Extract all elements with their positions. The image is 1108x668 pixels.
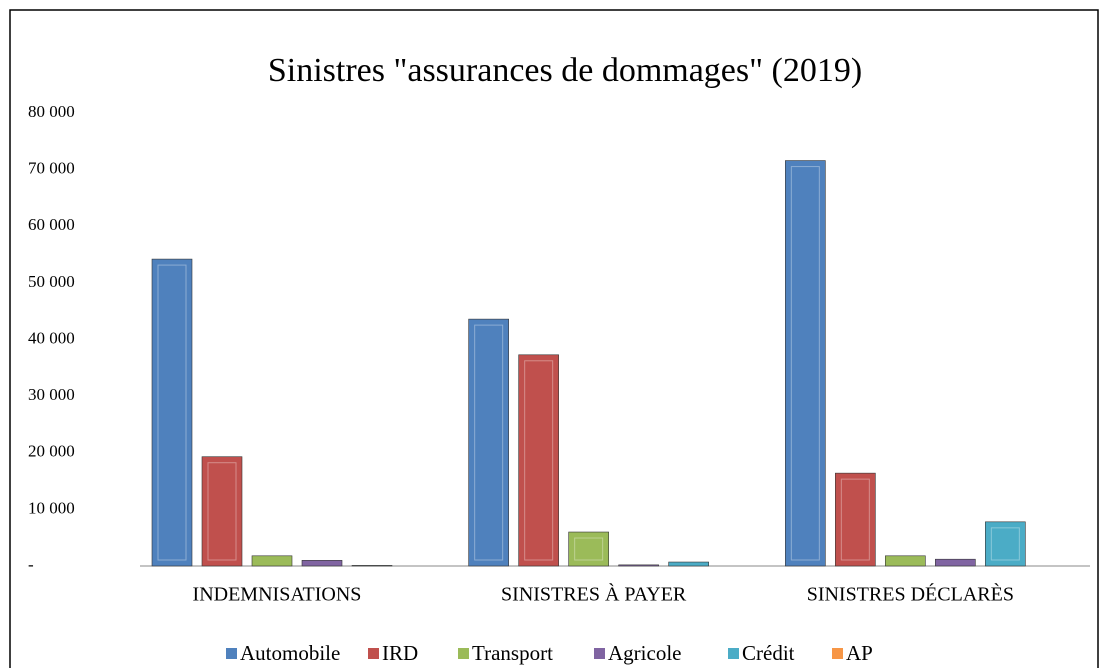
y-tick-label: 20 000: [28, 442, 75, 461]
bar: [351, 565, 393, 567]
bar: [151, 258, 193, 567]
x-tick-label: SINISTRES À PAYER: [501, 583, 687, 606]
legend-label: Crédit: [742, 641, 795, 665]
y-tick-label: 60 000: [28, 215, 75, 234]
bar: [935, 558, 976, 567]
bar: [985, 521, 1026, 567]
legend-swatch: [458, 648, 469, 659]
y-tick-label: 30 000: [28, 385, 75, 404]
legend-swatch: [594, 648, 605, 659]
bar: [618, 564, 659, 567]
bar: [568, 531, 609, 567]
legend-swatch: [728, 648, 739, 659]
x-tick-label: SINISTRES DÉCLARÈS: [807, 583, 1014, 606]
bar: [251, 555, 293, 567]
legend-label: Agricole: [608, 641, 681, 665]
y-tick-label: 40 000: [28, 328, 75, 347]
legend-label: AP: [846, 641, 873, 665]
legend-swatch: [226, 648, 237, 659]
legend-swatch: [832, 648, 843, 659]
legend-label: Transport: [472, 641, 553, 665]
legend-swatch: [368, 648, 379, 659]
legend-label: Automobile: [240, 641, 340, 665]
y-tick-label: 70 000: [28, 159, 75, 178]
y-tick-label: -: [28, 555, 34, 574]
bar: [301, 560, 343, 567]
bar: [835, 472, 876, 567]
bar: [518, 354, 559, 567]
chart-title: Sinistres "assurances de dommages" (2019…: [268, 52, 862, 89]
y-tick-label: 10 000: [28, 498, 75, 517]
y-tick-label: 80 000: [28, 102, 75, 121]
bar: [885, 555, 926, 567]
bar: [201, 456, 243, 567]
bar: [668, 561, 709, 567]
legend-label: IRD: [382, 641, 418, 665]
x-tick-label: INDEMNISATIONS: [193, 584, 362, 606]
bar: [785, 160, 826, 567]
y-tick-label: 50 000: [28, 272, 75, 291]
bar: [468, 318, 509, 567]
